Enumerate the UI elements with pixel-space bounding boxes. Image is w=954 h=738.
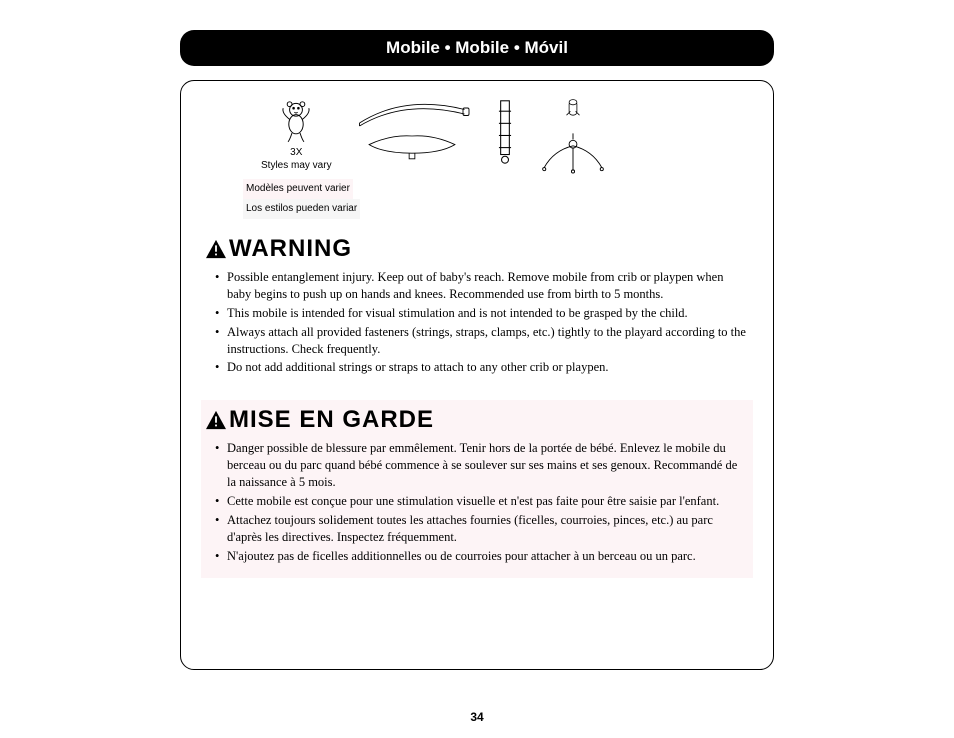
part-connector-hanger xyxy=(538,97,608,177)
base-icon xyxy=(362,129,462,163)
connector-icon xyxy=(560,97,586,123)
bullet-text: N'ajoutez pas de ficelles additionnelles… xyxy=(227,548,749,565)
content-box: 3X Styles may vary xyxy=(180,80,774,670)
warning-fr-text: MISE EN GARDE xyxy=(229,406,434,434)
header-title: Mobile • Mobile • Móvil xyxy=(386,38,568,57)
warning-fr-bullets: •Danger possible de blessure par emmêlem… xyxy=(205,440,749,564)
page-number: 34 xyxy=(0,710,954,724)
part-strap xyxy=(492,97,518,167)
arm-icon xyxy=(352,97,472,131)
parts-illustration-row: 3X Styles may vary xyxy=(201,95,753,177)
bullet-text: Attachez toujours solidement toutes les … xyxy=(227,512,749,546)
warning-fr-block: MISE EN GARDE •Danger possible de blessu… xyxy=(201,400,753,578)
bullet-text: Possible entanglement injury. Keep out o… xyxy=(227,269,749,303)
vary-labels: Modèles peuvent varier Los estilos puede… xyxy=(243,179,753,219)
strap-icon xyxy=(492,97,518,167)
hanger-icon xyxy=(538,127,608,177)
bullet-text: Cette mobile est conçue pour une stimula… xyxy=(227,493,749,510)
section-header: Mobile • Mobile • Móvil xyxy=(180,30,774,66)
warning-en-text: WARNING xyxy=(229,235,352,263)
bullet-text: This mobile is intended for visual stimu… xyxy=(227,305,749,322)
part-bear: 3X Styles may vary xyxy=(261,97,332,171)
warning-en-heading: WARNING xyxy=(205,235,749,263)
warning-en-block: WARNING •Possible entanglement injury. K… xyxy=(201,233,753,386)
bullet-text: Always attach all provided fasteners (st… xyxy=(227,324,749,358)
bear-qty-label: 3X xyxy=(290,147,302,158)
warning-fr-heading: MISE EN GARDE xyxy=(205,406,749,434)
vary-es-label: Los estilos pueden variar xyxy=(243,199,360,219)
warning-en-bullets: •Possible entanglement injury. Keep out … xyxy=(205,269,749,376)
manual-page: Mobile • Mobile • Móvil xyxy=(0,0,954,738)
warning-triangle-icon xyxy=(205,410,227,430)
bear-icon xyxy=(272,97,320,145)
warning-triangle-icon xyxy=(205,239,227,259)
bullet-text: Do not add additional strings or straps … xyxy=(227,359,749,376)
bullet-text: Danger possible de blessure par emmêleme… xyxy=(227,440,749,491)
part-arm-base xyxy=(352,97,472,163)
vary-fr-label: Modèles peuvent varier xyxy=(243,179,353,199)
vary-en-label: Styles may vary xyxy=(261,160,332,171)
